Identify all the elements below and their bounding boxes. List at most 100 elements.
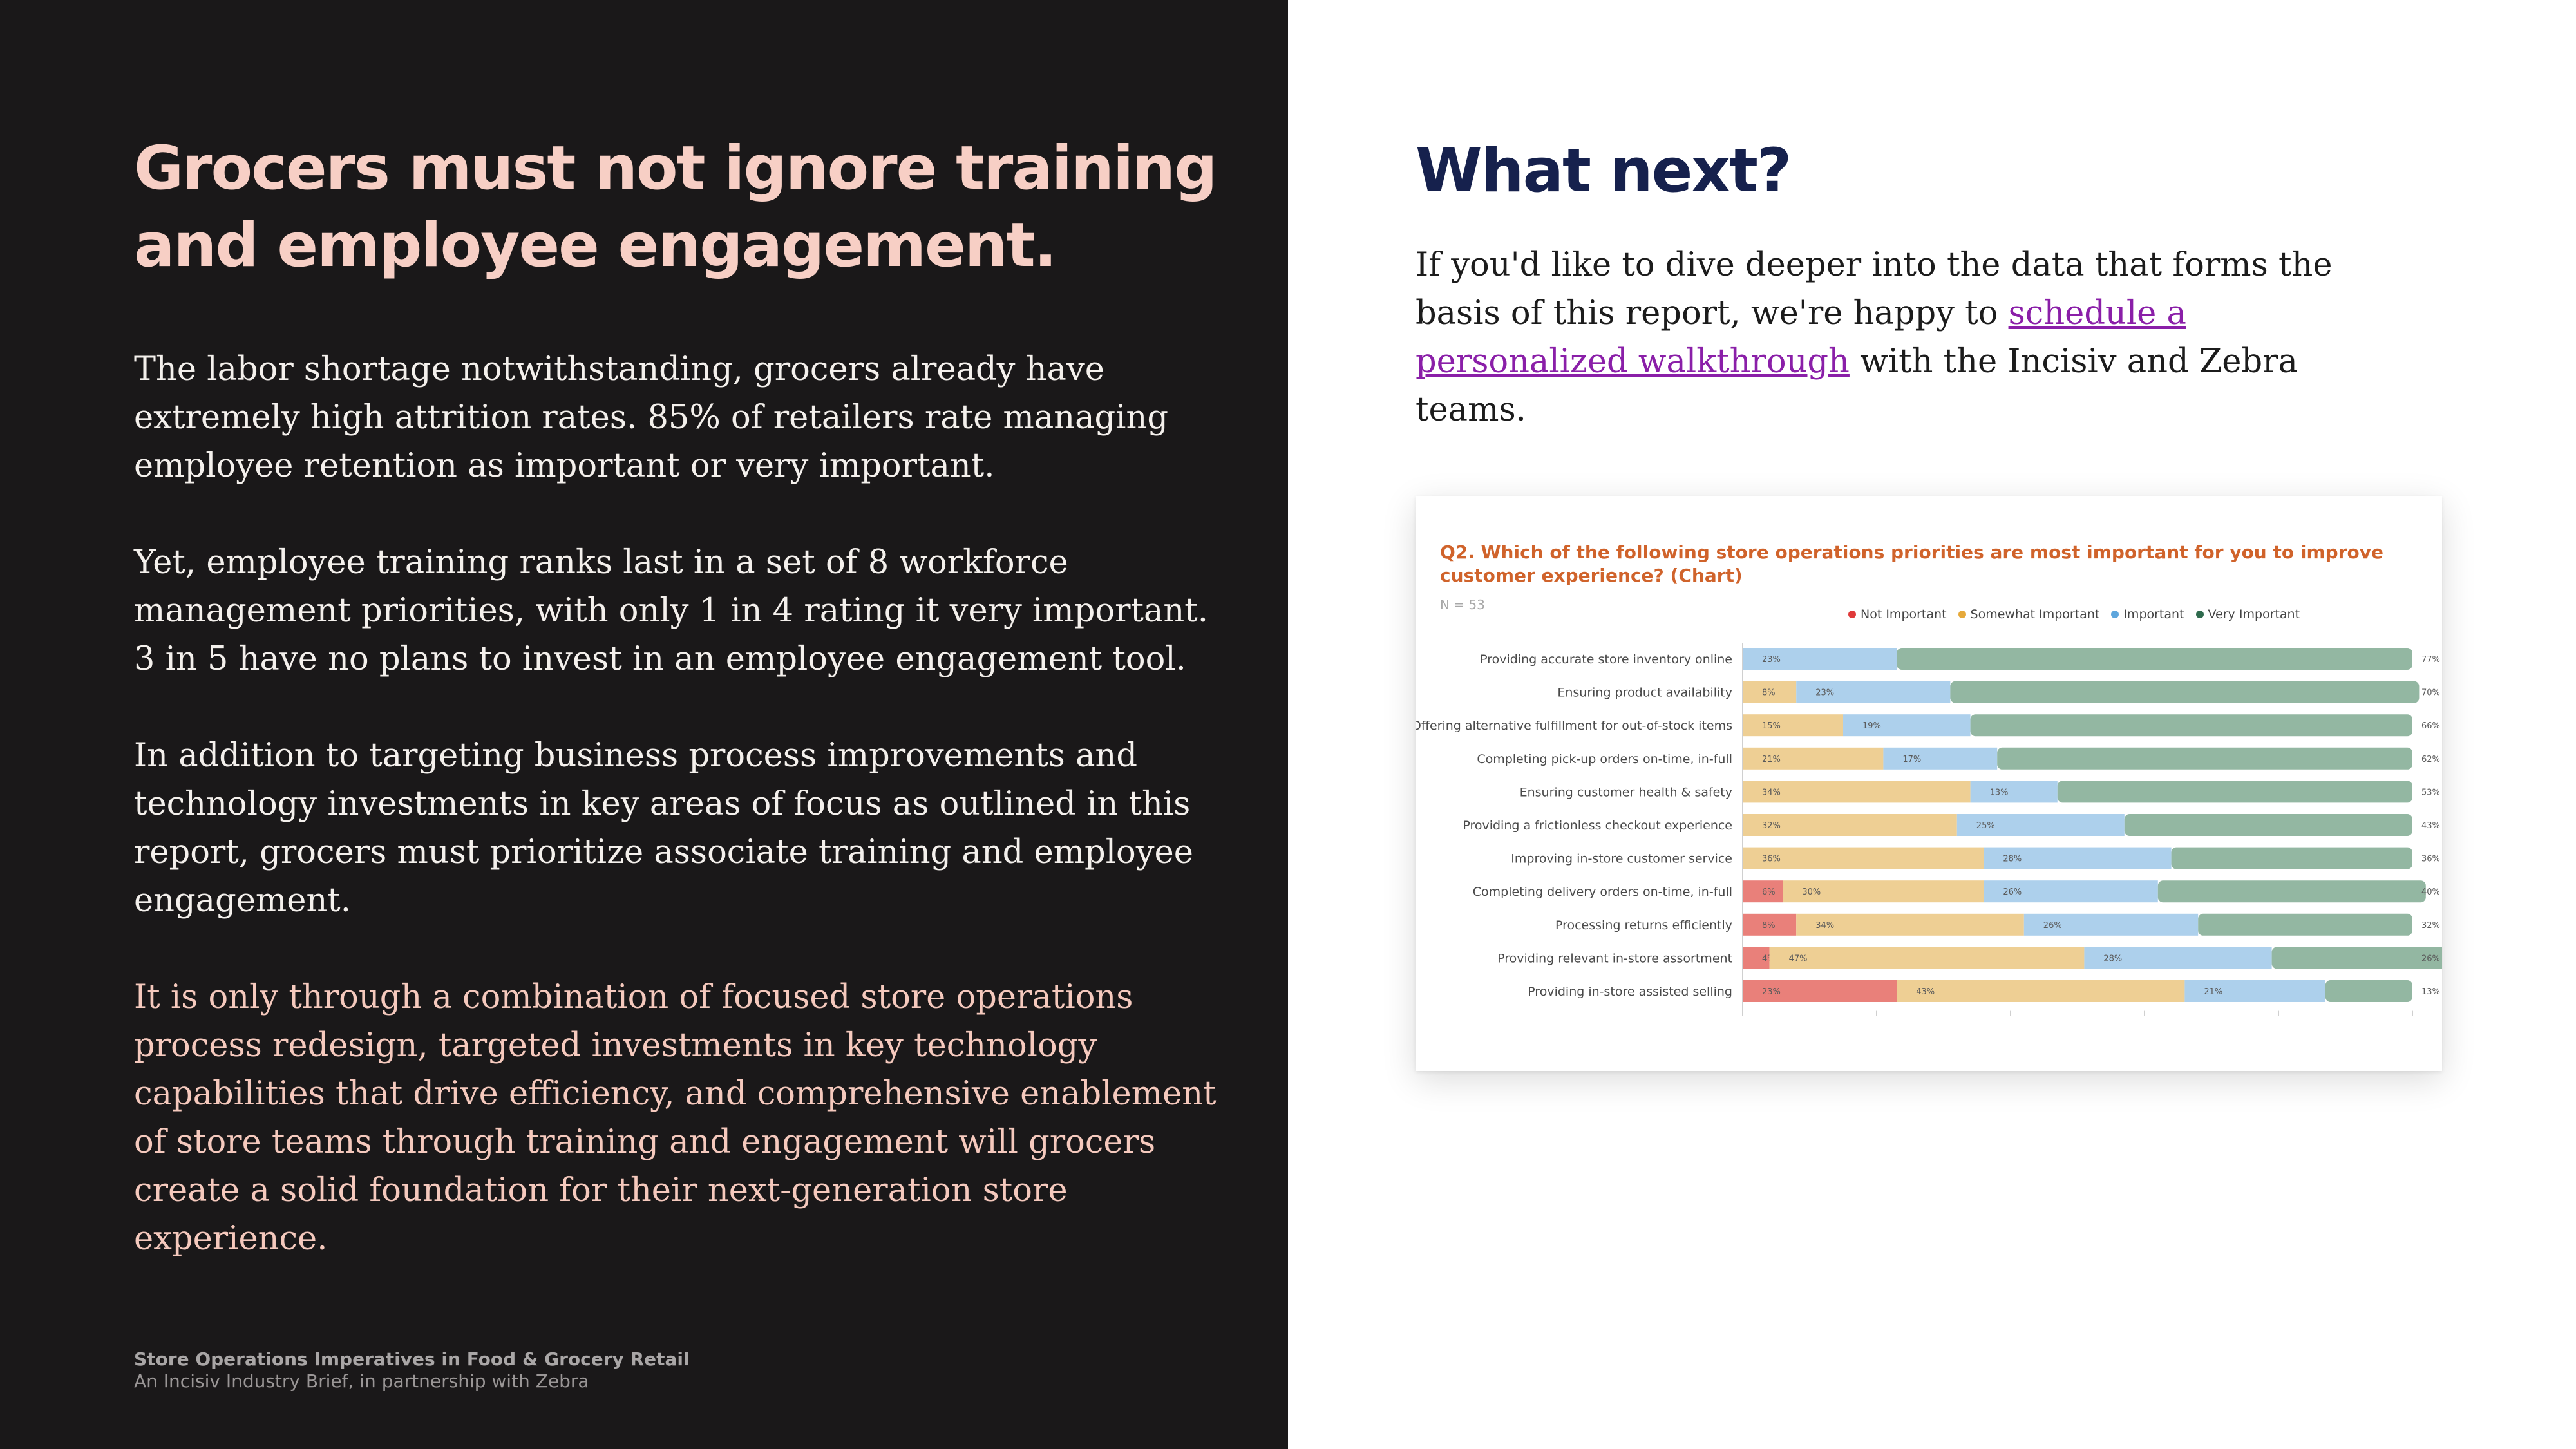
- bar-segment: [2084, 947, 2272, 969]
- very-important-value-label: 43%: [2421, 821, 2440, 831]
- very-important-value-label: 70%: [2421, 688, 2440, 698]
- walkthrough-link[interactable]: schedule a personalized walkthrough: [1416, 294, 2186, 381]
- bar-segment: [1743, 847, 1984, 869]
- what-next-title: What next?: [1416, 136, 1792, 206]
- stacked-bar-chart: Providing accurate store inventory onlin…: [1416, 643, 2442, 1016]
- very-important-value-label: 26%: [2421, 954, 2440, 963]
- bar-segment: [2198, 913, 2412, 936]
- bar-segment: [1883, 747, 1998, 770]
- very-important-value-label: 32%: [2421, 921, 2440, 931]
- bar-value-label: 23%: [1762, 655, 1781, 665]
- paragraph-priorities: In addition to targeting business proces…: [134, 737, 1193, 920]
- bar-segment: [1743, 913, 1797, 936]
- bar-value-label: 8%: [1762, 921, 1776, 931]
- legend-item-very-important: Very Important: [2195, 607, 2300, 621]
- bar-value-label: 43%: [1916, 987, 1935, 997]
- bar-segment: [1897, 980, 2185, 1002]
- bar-segment: [1950, 681, 2420, 703]
- bar-segment: [1897, 648, 2412, 670]
- bar-value-label: 26%: [2003, 887, 2022, 897]
- legend-dot-icon: [2111, 611, 2119, 618]
- bar-value-label: 34%: [1815, 921, 1834, 931]
- legend-label: Important: [2123, 607, 2184, 621]
- bar-segment: [2325, 980, 2412, 1002]
- very-important-value-label: 36%: [2421, 855, 2440, 864]
- category-label: Ensuring product availability: [1557, 686, 1732, 700]
- bar-value-label: 47%: [1789, 954, 1808, 963]
- very-important-value-label: 13%: [2421, 987, 2440, 997]
- category-label: Providing in-store assisted selling: [1528, 985, 1732, 999]
- bar-segment: [1743, 980, 1897, 1002]
- very-important-value-label: 62%: [2421, 755, 2440, 764]
- very-important-value-label: 66%: [2421, 721, 2440, 731]
- bar-segment: [1796, 913, 2024, 936]
- category-label: Processing returns efficiently: [1555, 918, 1732, 933]
- legend-item-somewhat-important: Somewhat Important: [1958, 607, 2100, 621]
- bar-segment: [2184, 980, 2325, 1002]
- bar-segment: [1843, 714, 1971, 737]
- chart-sample-size: N = 53: [1440, 597, 1485, 612]
- paragraph-training: Yet, employee training ranks last in a s…: [134, 544, 1208, 678]
- very-important-value-label: 40%: [2421, 887, 2440, 897]
- footer-title: Store Operations Imperatives in Food & G…: [134, 1349, 690, 1370]
- bar-value-label: 21%: [1762, 755, 1781, 764]
- footer: Store Operations Imperatives in Food & G…: [134, 1349, 690, 1392]
- bar-segment: [1743, 714, 1843, 737]
- bar-value-label: 28%: [2003, 855, 2022, 864]
- legend-dot-icon: [1848, 611, 1856, 618]
- body-text: The labor shortage notwithstanding, groc…: [134, 345, 1229, 1263]
- bar-segment: [1783, 880, 1984, 903]
- headline: Grocers must not ignore training and emp…: [134, 133, 1217, 281]
- bar-segment: [2124, 814, 2412, 836]
- bar-value-label: 25%: [1976, 821, 1995, 831]
- legend-dot-icon: [1958, 611, 1966, 618]
- chart-legend: Not Important Somewhat Important Importa…: [1848, 607, 2300, 621]
- legend-item-important: Important: [2111, 607, 2184, 621]
- bar-segment: [1956, 814, 2125, 836]
- bar-segment: [1984, 880, 2158, 903]
- bar-segment: [1743, 681, 1797, 703]
- bar-segment: [2057, 781, 2412, 803]
- bar-segment: [1743, 880, 1783, 903]
- bar-segment: [1796, 681, 1951, 703]
- bar-segment: [2171, 847, 2412, 869]
- bar-segment: [1970, 714, 2412, 737]
- bar-value-label: 8%: [1762, 688, 1776, 698]
- bar-value-label: 13%: [1990, 788, 2009, 797]
- bar-segment: [1743, 814, 1957, 836]
- category-label: Completing delivery orders on-time, in-f…: [1473, 885, 1732, 899]
- bar-segment: [1743, 747, 1884, 770]
- bar-value-label: 30%: [1802, 887, 1821, 897]
- category-label: Completing pick-up orders on-time, in-fu…: [1477, 752, 1732, 766]
- bar-segment: [1769, 947, 2085, 969]
- footer-subtitle: An Incisiv Industry Brief, in partnershi…: [134, 1370, 589, 1392]
- bar-value-label: 17%: [1902, 755, 1921, 764]
- category-label: Providing accurate store inventory onlin…: [1480, 652, 1732, 667]
- very-important-value-label: 53%: [2421, 788, 2440, 797]
- legend-label: Very Important: [2208, 607, 2300, 621]
- closing-paragraph: It is only through a combination of focu…: [134, 978, 1217, 1258]
- very-important-value-label: 77%: [2421, 655, 2440, 665]
- bar-value-label: 21%: [2204, 987, 2222, 997]
- bar-value-label: 26%: [2043, 921, 2062, 931]
- bar-value-label: 19%: [1862, 721, 1881, 731]
- what-next-text-before: If you'd like to dive deeper into the da…: [1416, 246, 2333, 332]
- bar-value-label: 34%: [1762, 788, 1781, 797]
- bar-value-label: 15%: [1762, 721, 1781, 731]
- bar-segment: [1984, 847, 2172, 869]
- left-panel: Grocers must not ignore training and emp…: [0, 0, 1288, 1449]
- what-next-text-after: with the Incisiv and Zebra teams.: [1416, 343, 2298, 429]
- bar-segment: [1743, 947, 1770, 969]
- bar-segment: [1997, 747, 2412, 770]
- category-label: Offering alternative fulfillment for out…: [1416, 719, 1732, 733]
- category-label: Ensuring customer health & safety: [1520, 785, 1732, 799]
- bar-segment: [2271, 947, 2442, 969]
- bar-segment: [2157, 880, 2426, 903]
- chart-title: Q2. Which of the following store operati…: [1440, 542, 2383, 586]
- legend-label: Somewhat Important: [1970, 607, 2100, 621]
- legend-item-not-important: Not Important: [1848, 607, 1947, 621]
- bar-value-label: 6%: [1762, 887, 1776, 897]
- bar-segment: [2023, 913, 2199, 936]
- legend-label: Not Important: [1861, 607, 1947, 621]
- bar-value-label: 32%: [1762, 821, 1781, 831]
